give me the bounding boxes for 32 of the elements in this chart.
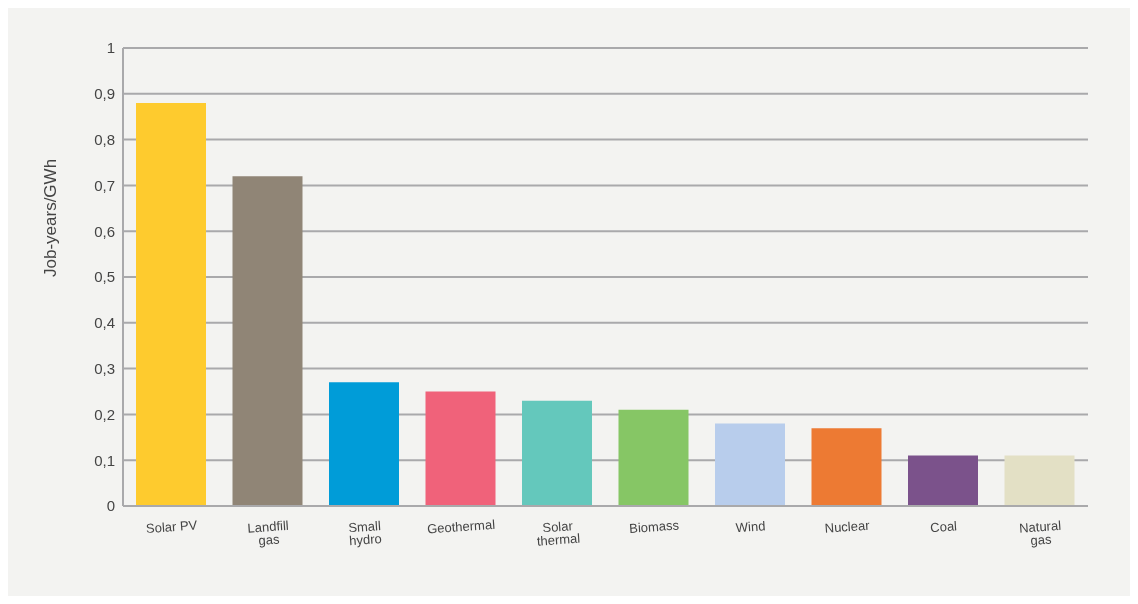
x-tick-label: Solar thermal: [536, 518, 581, 549]
x-tick-label: Wind: [735, 518, 766, 536]
x-tick-label: Nuclear: [824, 517, 871, 536]
y-tick-label: 0,8: [94, 130, 115, 148]
y-tick-label: 0,7: [94, 176, 115, 194]
bar: [232, 176, 303, 506]
x-tick-label: Natural gas: [1018, 517, 1062, 548]
bar: [136, 102, 206, 506]
x-tick-label: Small hydro: [347, 518, 383, 549]
bar: [522, 400, 592, 506]
bar: [329, 382, 399, 506]
y-tick-label: 0,3: [94, 359, 115, 377]
bar: [811, 428, 882, 506]
y-axis-title: Job-years/GWh: [41, 158, 61, 277]
bar: [1004, 455, 1075, 506]
bar: [618, 409, 689, 506]
y-tick-label: 0,6: [94, 222, 115, 240]
bar: [715, 423, 785, 506]
bar: [908, 455, 978, 506]
x-tick-label: Solar PV: [145, 517, 199, 536]
x-tick-label: Biomass: [628, 517, 680, 536]
y-tick-label: 0,5: [94, 268, 115, 286]
x-tick-label: Geothermal: [426, 516, 496, 537]
y-tick-label: 0,4: [94, 314, 115, 332]
x-tick-label: Coal: [929, 518, 958, 536]
x-tick-label: Landfill gas: [247, 517, 290, 548]
y-tick-label: 0,9: [94, 85, 115, 103]
y-tick-label: 0,2: [94, 405, 115, 423]
y-tick-label: 0: [106, 497, 115, 515]
y-tick-label: 0,1: [94, 451, 115, 469]
bar: [425, 391, 496, 506]
y-tick-label: 1: [106, 39, 115, 57]
